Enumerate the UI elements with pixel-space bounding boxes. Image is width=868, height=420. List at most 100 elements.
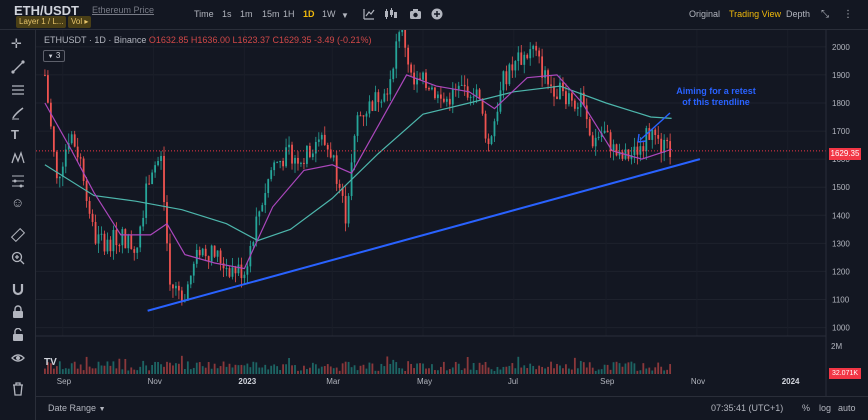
candle-body [344, 195, 347, 224]
add-icon[interactable] [431, 8, 443, 22]
candle-body [151, 172, 154, 185]
volume-bar [314, 364, 317, 374]
candle-body [139, 226, 142, 248]
volume-bar [565, 364, 567, 374]
candle-body [160, 155, 162, 161]
candle-body [597, 136, 600, 138]
ruler-icon[interactable] [10, 227, 26, 244]
view-depth[interactable]: Depth [786, 9, 811, 19]
candle-body [448, 98, 451, 105]
candle-body [481, 98, 484, 114]
candle-body [383, 93, 386, 102]
volume-bar [612, 362, 615, 374]
candle-body [320, 134, 323, 140]
price-tick-label: 1100 [832, 296, 850, 305]
volume-bar [380, 363, 383, 374]
ohlc-legend: ETHUSDT · 1D · Binance O1632.85 H1636.00… [44, 35, 372, 45]
candle-body [532, 45, 535, 50]
interval-time[interactable]: Time [194, 9, 214, 19]
volume-bar [183, 368, 186, 374]
price-chart[interactable]: 1000110012001300140015001600170018001900… [36, 30, 868, 396]
candle-style-icon[interactable] [384, 8, 398, 22]
volume-bar [178, 363, 180, 374]
chevron-down-icon[interactable]: ▼ [341, 11, 349, 20]
volume-bar [404, 370, 407, 374]
time-tick-label: Nov [148, 377, 162, 386]
view-trading-view[interactable]: Trading View [729, 9, 782, 19]
volume-bar [422, 363, 424, 374]
volume-bar [630, 361, 633, 374]
horizontal-lines-icon[interactable] [11, 83, 25, 99]
candle-body [243, 274, 246, 279]
candle-body [231, 267, 234, 277]
auto-toggle[interactable]: auto [838, 403, 856, 413]
trash-icon[interactable] [11, 382, 25, 398]
volume-bar [335, 367, 338, 374]
collapse-icon[interactable]: ⤡ [821, 9, 829, 20]
volume-bar [97, 361, 100, 374]
camera-icon[interactable] [409, 8, 422, 22]
volume-bar [112, 361, 115, 374]
candle-body [94, 221, 97, 244]
more-icon[interactable]: ⋮ [843, 9, 853, 20]
unlock-icon[interactable] [11, 327, 25, 344]
interval-1w[interactable]: 1W [322, 9, 336, 19]
candle-body [475, 89, 478, 97]
volume-bar [469, 369, 472, 374]
interval-15m[interactable]: 15m [262, 9, 280, 19]
candle-body [493, 121, 496, 137]
candle-body [550, 84, 552, 86]
fib-tool-icon[interactable] [11, 174, 25, 190]
pattern-tool-icon[interactable] [11, 150, 25, 167]
volume-bar [365, 368, 368, 374]
interval-1d[interactable]: 1D [303, 9, 315, 19]
view-original[interactable]: Original [689, 9, 721, 19]
magnet-icon[interactable] [11, 282, 25, 298]
candle-body [323, 134, 326, 145]
candle-body [609, 132, 612, 151]
candle-body [517, 52, 520, 62]
volume-bar [169, 362, 171, 374]
lock-icon[interactable] [11, 305, 25, 321]
candle-body [451, 89, 454, 105]
indicators-icon[interactable] [363, 8, 375, 22]
symbol-subtitle-link[interactable]: Ethereum Price [92, 5, 155, 15]
indicator-toggle[interactable]: ▼ 3 [43, 50, 65, 62]
volume-bar [431, 364, 433, 374]
candle-body [82, 158, 85, 182]
volume-bar [648, 367, 651, 374]
candle-body [127, 235, 130, 249]
crosshair-icon[interactable]: ✛ [11, 36, 22, 51]
emoji-icon[interactable]: ☺ [11, 195, 25, 210]
text-tool-icon[interactable]: T [11, 127, 19, 142]
layer-chip[interactable]: Layer 1 / L... [16, 16, 67, 28]
interval-1s[interactable]: 1s [222, 9, 232, 19]
candle-body [573, 100, 576, 109]
date-range-button[interactable]: Date Range ▼ [48, 403, 106, 413]
chart-grid [36, 30, 826, 336]
trendline-tool-icon[interactable] [11, 60, 25, 76]
candle-body [180, 290, 183, 302]
volume-bar [591, 367, 594, 374]
eye-icon[interactable] [11, 351, 25, 367]
candle-body [204, 248, 207, 257]
log-toggle[interactable]: log [819, 403, 832, 413]
time-tick-label: 2023 [238, 377, 256, 386]
candle-body [332, 155, 335, 158]
zoom-in-icon[interactable] [11, 251, 25, 267]
candle-body [219, 250, 222, 264]
volume-bar [407, 361, 410, 374]
interval-1m[interactable]: 1m [240, 9, 253, 19]
interval-1h[interactable]: 1H [283, 9, 295, 19]
volume-bar [350, 367, 353, 374]
volume-bar [317, 368, 320, 374]
candle-body [58, 176, 61, 179]
price-tick-label: 2000 [832, 43, 850, 52]
symbol-title[interactable]: ETH/USDT [14, 3, 79, 18]
volume-bar [109, 365, 112, 374]
volume-bar [487, 367, 490, 374]
percent-toggle[interactable]: % [802, 403, 811, 413]
vol-chip[interactable]: Vol ▸ [68, 16, 92, 28]
brush-tool-icon[interactable] [11, 106, 25, 122]
candle-body [594, 137, 597, 147]
